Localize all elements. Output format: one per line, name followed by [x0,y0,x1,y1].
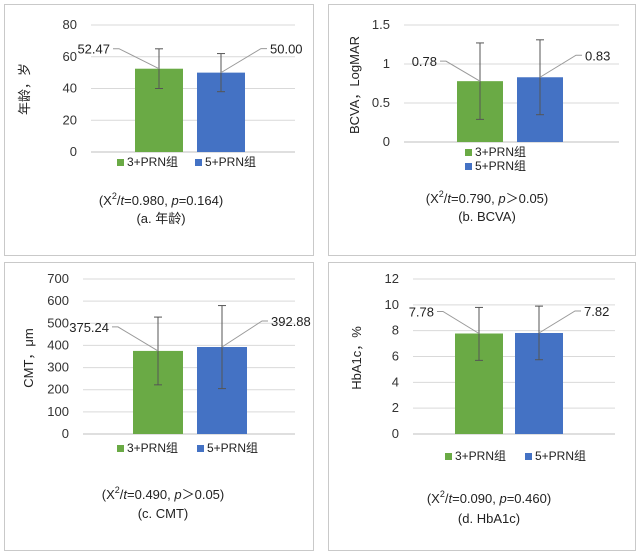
stat-text: (X2/t=0.790, p＞0.05) [426,189,549,206]
chart-panel-bcva: 0 0.5 1 1.5 0.78 0.83 BCVA，LogMAR 3+PRN组 5+PR… [328,4,636,256]
value-leader-line [437,311,480,334]
y-tick-label: 700 [47,271,69,286]
chart-caption: (b. BCVA) [458,209,516,224]
legend-swatch-group5 [197,445,204,452]
y-tick-label: 500 [47,315,69,330]
y-tick-label: 80 [63,17,77,32]
y-tick-label: 6 [392,349,399,364]
legend-swatch-group5 [525,453,532,460]
legend-label: 5+PRN组 [207,441,258,455]
stat-text: (X2/t=0.490, p＞0.05) [102,485,225,502]
value-leader-line [538,310,581,334]
chart-svg-cmt: 0 100 200 300 400 500 600 700 375.24 392.88 CMT，… [21,271,311,521]
y-tick-label: 0.5 [372,95,390,110]
y-tick-label: 0 [392,426,399,441]
legend-swatch-group5 [195,159,202,166]
data-label: 392.88 [271,314,311,329]
chart-caption: (d. HbA1c) [458,511,520,526]
data-label: 52.47 [77,42,110,57]
value-leader-line [220,48,267,74]
y-tick-label: 60 [63,49,77,64]
y-tick-label: 1.5 [372,17,390,32]
y-tick-label: 40 [63,81,77,96]
y-tick-label: 10 [385,297,399,312]
y-axis-label: CMT，μm [21,328,36,387]
data-label: 0.78 [412,54,437,69]
legend-label: 3+PRN组 [127,155,178,169]
y-axis-label: HbA1c，% [349,326,364,390]
y-tick-label: 12 [385,271,399,286]
legend-swatch-group3 [445,453,452,460]
y-tick-label: 1 [383,56,390,71]
y-tick-label: 0 [383,134,390,149]
chart-svg-age: 0 20 40 60 80 52.47 50.00 年龄，岁 3+PRN组 5+PRN组 (… [17,17,303,226]
legend-label: 3+PRN组 [475,145,526,159]
chart-svg-bcva: 0 0.5 1 1.5 0.78 0.83 BCVA，LogMAR 3+PRN组5+PR… [347,17,619,224]
y-tick-label: 400 [47,337,69,352]
legend-swatch-group3 [465,149,472,156]
y-axis-label: BCVA，LogMAR [347,36,362,134]
y-tick-label: 100 [47,404,69,419]
legend-swatch-group5 [465,163,472,170]
y-tick-label: 300 [47,360,69,375]
y-tick-label: 0 [70,144,77,159]
data-label: 0.83 [585,48,610,63]
y-tick-label: 0 [62,426,69,441]
legend-label: 5+PRN组 [475,159,526,173]
y-tick-label: 600 [47,293,69,308]
data-label: 50.00 [270,42,303,57]
legend-label: 5+PRN组 [535,449,586,463]
data-label: 7.82 [584,304,609,319]
chart-panel-cmt: 0 100 200 300 400 500 600 700 375.24 392.88 CMT，… [4,262,314,551]
stat-text: (X2/t=0.980, p=0.164) [99,191,223,208]
y-tick-label: 8 [392,323,399,338]
y-tick-label: 20 [63,112,77,127]
value-leader-line [440,60,481,82]
value-leader-line [113,48,160,70]
data-label: 7.78 [409,305,434,320]
value-leader-line [539,54,582,78]
value-leader-line [221,320,268,348]
legend-swatch-group3 [117,445,124,452]
chart-caption: (c. CMT) [138,506,189,521]
chart-panel-age: 0 20 40 60 80 52.47 50.00 年龄，岁 3+PRN组 5+PRN组 (… [4,4,314,256]
data-label: 375.24 [69,320,109,335]
chart-panel-hba1c: 0 2 4 6 8 10 12 7.78 7.82 HbA1c，% 3+PRN组 5+PRN组 … [328,262,636,551]
y-axis-label: 年龄，岁 [17,63,32,115]
stat-text: (X2/t=0.090, p=0.460) [427,489,551,506]
y-tick-label: 2 [392,400,399,415]
legend-label: 3+PRN组 [455,449,506,463]
legend-label: 5+PRN组 [205,155,256,169]
y-tick-label: 4 [392,374,399,389]
chart-caption: (a. 年龄) [136,211,185,226]
y-tick-label: 200 [47,382,69,397]
legend-swatch-group3 [117,159,124,166]
legend-label: 3+PRN组 [127,441,178,455]
value-leader-line [112,326,159,352]
